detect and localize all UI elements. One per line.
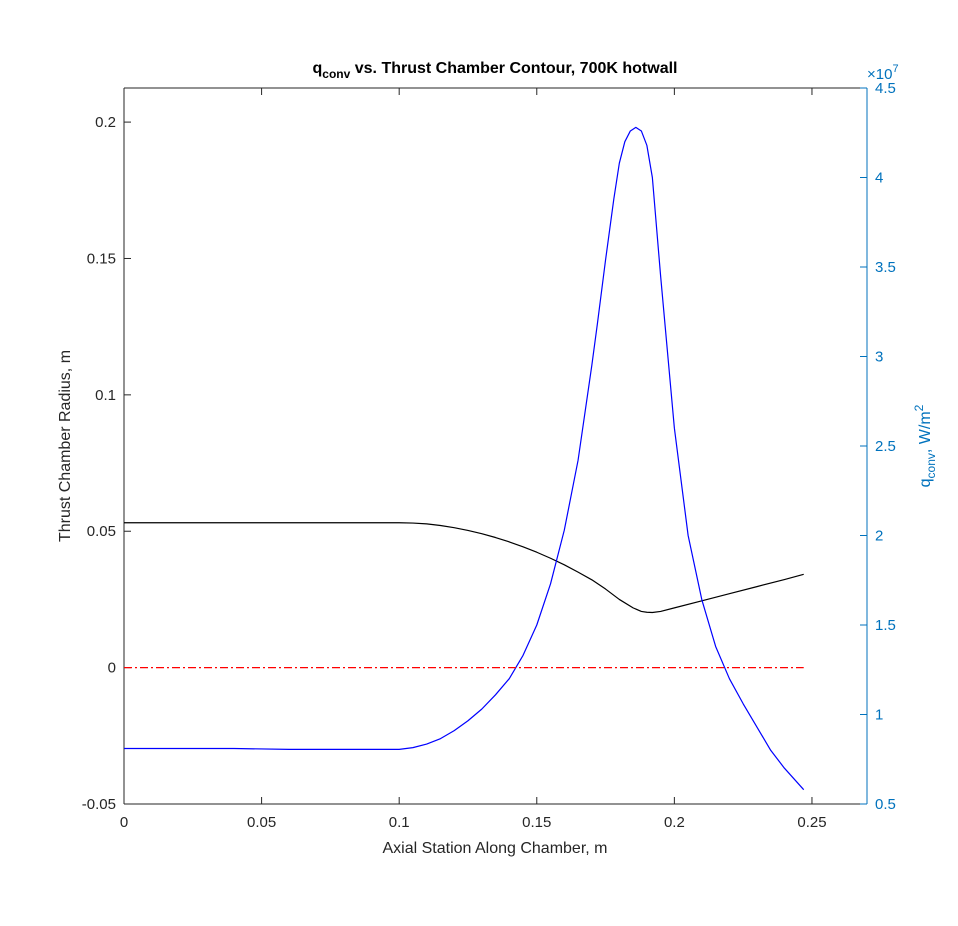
x-axis-label: Axial Station Along Chamber, m [382,840,607,857]
title-subscript: conv [322,67,350,81]
x-tick-label: 0.05 [247,814,276,831]
y-right-label-main: q [917,478,934,487]
y-left-axis-label: Thrust Chamber Radius, m [57,350,74,542]
y-right-tick-label: 3.5 [875,259,896,276]
y-right-tick-label: 2 [875,528,883,545]
y-right-tick-label: 3 [875,349,883,366]
y-left-tick-label: -0.05 [82,796,116,813]
right-axis-exponent: ×107 [867,63,899,83]
y-left-tick-label: 0 [108,660,116,677]
y-right-tick-label: 1.5 [875,617,896,634]
y-left-tick-label: 0.2 [95,114,116,131]
title-rest: vs. Thrust Chamber Contour, 700K hotwall [350,60,677,77]
series-group [124,126,805,791]
x-tick-label: 0.1 [389,814,410,831]
y-right-tick-label: 0.5 [875,796,896,813]
y-left-tick-label: 0.15 [87,250,116,267]
y-right-tick-label: 1 [875,707,883,724]
x-tick-label: 0.25 [797,814,826,831]
y-right-label-sup: 2 [912,404,926,411]
y-right-tick-label: 4 [875,170,883,187]
series-line-contour [124,522,804,614]
y-right-label-sub: conv [924,453,938,478]
title-main: q [313,60,323,77]
x-tick-group: 0 0.05 0.1 0.15 0.2 0.25 [120,88,827,831]
series-line-heat-flux [124,126,805,791]
x-tick-label: 0 [120,814,128,831]
y-right-label-unit: , W/m [917,411,934,453]
x-tick-label: 0.15 [522,814,551,831]
chart-title: qconv vs. Thrust Chamber Contour, 700K h… [313,60,678,81]
y-right-tick-label: 4.5 [875,80,896,97]
y-right-axis-label: qconv, W/m2 [912,404,938,487]
x-tick-label: 0.2 [664,814,685,831]
exponent-power: 7 [892,63,898,75]
y-left-tick-label: 0.1 [95,387,116,404]
y-left-tick-group: -0.05 0 0.05 0.1 0.15 0.2 [82,114,131,813]
y-right-tick-group: 0.5 1 1.5 2 2.5 3 3.5 4 4.5 [860,80,896,813]
y-right-tick-label: 2.5 [875,438,896,455]
y-left-tick-label: 0.05 [87,523,116,540]
exponent-base: ×10 [867,66,892,83]
